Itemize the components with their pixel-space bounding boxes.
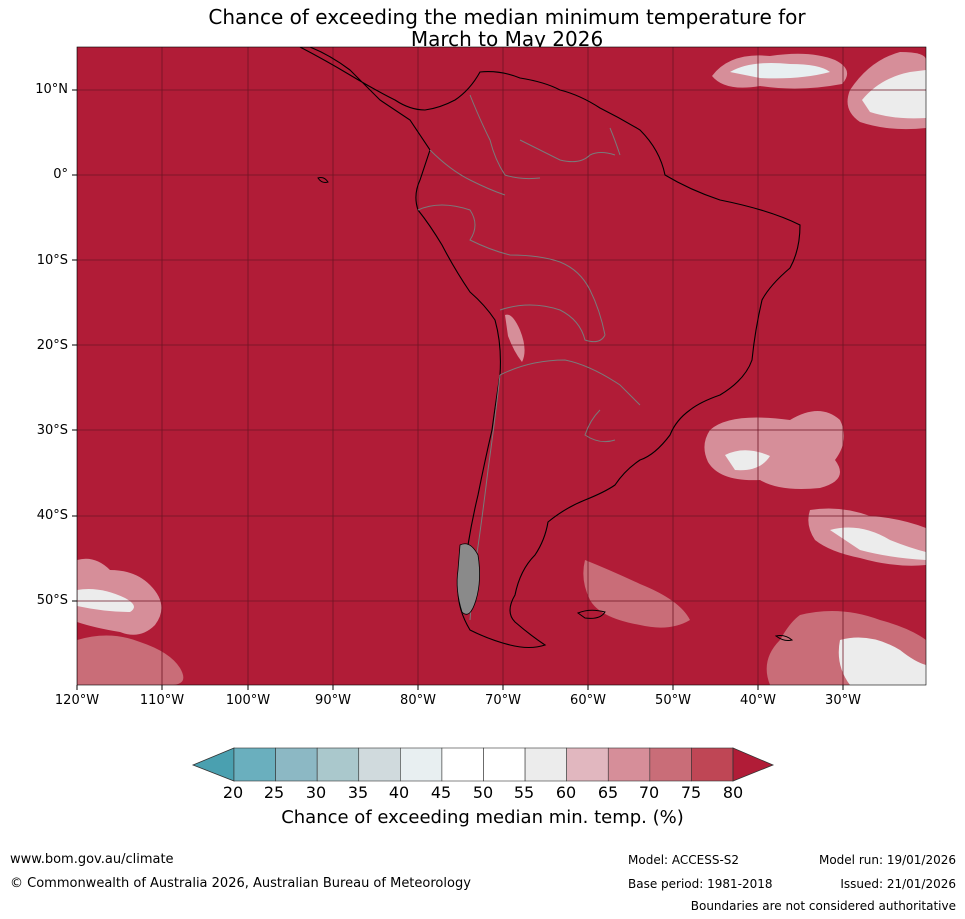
lat-label: 40°S [36, 508, 68, 523]
colorbar-tick: 20 [222, 783, 244, 802]
colorbar-cell [233, 747, 276, 782]
colorbar-tick: 70 [638, 783, 660, 802]
map-gridlines [77, 47, 926, 685]
colorbar-tick: 50 [472, 783, 494, 802]
lon-tick-marks [76, 685, 844, 690]
copyright-text: © Commonwealth of Australia 2026, Austra… [10, 876, 471, 891]
lat-label: 10°S [36, 253, 68, 268]
map-title-line1: Chance of exceeding the median minimum t… [208, 5, 806, 29]
lat-label: 50°S [36, 593, 68, 608]
colorbar-tick: 55 [513, 783, 535, 802]
model-run-text: Model run: 19/01/2026 [818, 853, 956, 867]
map-background [77, 47, 926, 685]
colorbar-cell [566, 747, 609, 782]
colorbar-cell [649, 747, 692, 782]
south-america-coastline [299, 47, 801, 649]
lon-label: 70°W [485, 693, 521, 708]
disclaimer-text: Boundaries are not considered authoritat… [690, 899, 956, 913]
colorbar-cell [316, 747, 360, 782]
colorbar-tick: 75 [680, 783, 702, 802]
map-title-line2: March to May 2026 [410, 27, 604, 51]
lat-tick-marks [72, 89, 77, 602]
colorbar-tick: 80 [722, 783, 744, 802]
colorbar-cell [358, 747, 401, 782]
lon-label: 110°W [139, 693, 185, 708]
chilean-archipelago [456, 543, 480, 615]
colorbar-label: Chance of exceeding median min. temp. (%… [281, 807, 684, 828]
issued-text: Issued: 21/01/2026 [840, 877, 956, 891]
islands [317, 177, 794, 641]
website-link[interactable]: www.bom.gov.au/climate [10, 852, 174, 867]
lon-label: 120°W [54, 693, 100, 708]
colorbar-cell [607, 747, 651, 782]
colorbar-under-arrow [191, 747, 235, 782]
lat-label: 10°N [35, 82, 68, 97]
colorbar-tick: 60 [555, 783, 577, 802]
lon-label: 40°W [740, 693, 776, 708]
lon-label: 60°W [570, 693, 606, 708]
lat-label: 20°S [36, 338, 68, 353]
lat-label: 0° [53, 167, 68, 182]
colorbar-over-arrow [732, 747, 775, 782]
colorbar-tick: 30 [305, 783, 327, 802]
base-period-text: Base period: 1981-2018 [628, 877, 773, 891]
colorbar-cells [233, 747, 734, 782]
colorbar-cell [441, 747, 484, 782]
probability-map [72, 46, 927, 690]
colorbar-tick: 35 [347, 783, 369, 802]
colorbar-tick: 25 [263, 783, 285, 802]
model-text: Model: ACCESS-S2 [628, 853, 740, 867]
colorbar-cell [691, 747, 734, 782]
colorbar-cell [275, 747, 318, 782]
lon-label: 90°W [315, 693, 351, 708]
colorbar-tick: 65 [597, 783, 619, 802]
colorbar-cell [483, 747, 526, 782]
colorbar-cell [400, 747, 443, 782]
lon-label: 50°W [655, 693, 691, 708]
lat-label: 30°S [36, 423, 68, 438]
colorbar-tick: 40 [388, 783, 410, 802]
probability-patches [77, 52, 926, 685]
colorbar-cell [524, 747, 567, 782]
lon-label: 80°W [400, 693, 436, 708]
lon-label: 100°W [225, 693, 271, 708]
lon-label: 30°W [825, 693, 861, 708]
colorbar-tick: 45 [430, 783, 452, 802]
